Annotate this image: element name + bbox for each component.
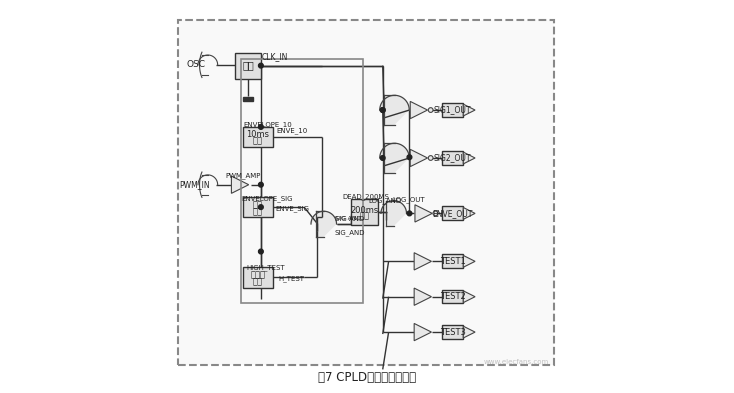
Text: TEST2: TEST2 bbox=[440, 292, 465, 301]
FancyBboxPatch shape bbox=[442, 206, 463, 220]
FancyBboxPatch shape bbox=[442, 151, 463, 165]
Polygon shape bbox=[463, 104, 475, 116]
Text: SIG1_OUT: SIG1_OUT bbox=[434, 106, 471, 114]
Polygon shape bbox=[379, 143, 410, 173]
Text: ENVE_SIG: ENVE_SIG bbox=[275, 206, 309, 213]
Circle shape bbox=[258, 63, 264, 68]
Polygon shape bbox=[415, 205, 432, 222]
Text: TEST1: TEST1 bbox=[440, 257, 465, 266]
Text: LOG_AND: LOG_AND bbox=[368, 197, 401, 204]
Polygon shape bbox=[463, 326, 475, 338]
Polygon shape bbox=[311, 211, 337, 237]
Circle shape bbox=[407, 211, 412, 216]
Text: 检测: 检测 bbox=[252, 277, 263, 286]
Circle shape bbox=[258, 182, 264, 187]
FancyBboxPatch shape bbox=[442, 325, 463, 339]
Text: SIG_AND: SIG_AND bbox=[334, 229, 365, 236]
Polygon shape bbox=[384, 143, 394, 173]
Polygon shape bbox=[379, 95, 410, 125]
Polygon shape bbox=[414, 253, 432, 270]
Polygon shape bbox=[410, 149, 427, 167]
Circle shape bbox=[380, 108, 385, 112]
Circle shape bbox=[380, 156, 385, 160]
Text: OSC: OSC bbox=[186, 61, 206, 69]
Circle shape bbox=[258, 249, 264, 254]
Polygon shape bbox=[414, 323, 432, 341]
FancyBboxPatch shape bbox=[442, 103, 463, 117]
Polygon shape bbox=[381, 200, 407, 226]
Text: H_TEST: H_TEST bbox=[278, 275, 305, 283]
FancyBboxPatch shape bbox=[236, 53, 261, 79]
Text: SIG2_OUT: SIG2_OUT bbox=[434, 154, 471, 162]
Circle shape bbox=[407, 155, 412, 160]
Text: PWM_IN: PWM_IN bbox=[179, 180, 209, 189]
Text: ENVE_10: ENVE_10 bbox=[277, 127, 308, 134]
Polygon shape bbox=[386, 200, 393, 226]
Polygon shape bbox=[414, 288, 432, 305]
Text: 死区: 死区 bbox=[360, 212, 370, 220]
Text: HIGH_TEST: HIGH_TEST bbox=[247, 264, 286, 272]
Polygon shape bbox=[410, 101, 427, 119]
Circle shape bbox=[258, 205, 264, 209]
Text: 包络: 包络 bbox=[252, 207, 263, 216]
FancyBboxPatch shape bbox=[243, 127, 272, 147]
FancyBboxPatch shape bbox=[243, 97, 253, 101]
Text: ENVE_OUT: ENVE_OUT bbox=[432, 209, 473, 218]
Polygon shape bbox=[463, 255, 475, 267]
Text: 图7 CPLD保护电路逻辑图: 图7 CPLD保护电路逻辑图 bbox=[318, 371, 416, 384]
Text: DEAD_200MS: DEAD_200MS bbox=[343, 193, 390, 200]
Text: SIG AND: SIG AND bbox=[335, 216, 362, 220]
Polygon shape bbox=[384, 95, 394, 125]
Text: PWM_AMP: PWM_AMP bbox=[225, 172, 261, 179]
Text: SIG AND: SIG AND bbox=[335, 216, 364, 222]
FancyBboxPatch shape bbox=[442, 290, 463, 303]
Polygon shape bbox=[463, 152, 475, 164]
Circle shape bbox=[433, 211, 437, 216]
Text: 产生: 产生 bbox=[252, 200, 263, 209]
Circle shape bbox=[380, 108, 385, 112]
FancyBboxPatch shape bbox=[243, 197, 272, 217]
Text: 分频: 分频 bbox=[242, 61, 254, 71]
Polygon shape bbox=[463, 291, 475, 303]
Text: www.elecfans.com: www.elecfans.com bbox=[484, 358, 549, 365]
Text: ENVELOPE_SIG: ENVELOPE_SIG bbox=[241, 195, 293, 202]
Circle shape bbox=[429, 108, 433, 112]
Text: LOG_OUT: LOG_OUT bbox=[393, 196, 426, 203]
FancyBboxPatch shape bbox=[243, 267, 272, 288]
FancyBboxPatch shape bbox=[442, 254, 463, 268]
Text: 200ms: 200ms bbox=[351, 206, 379, 215]
Circle shape bbox=[429, 156, 433, 160]
FancyBboxPatch shape bbox=[352, 199, 378, 225]
Text: 高电平: 高电平 bbox=[250, 271, 265, 279]
Polygon shape bbox=[316, 211, 324, 237]
Text: TEST3: TEST3 bbox=[440, 328, 465, 336]
Text: 包络: 包络 bbox=[252, 136, 263, 145]
FancyBboxPatch shape bbox=[178, 20, 553, 365]
Text: 10ms: 10ms bbox=[246, 130, 269, 139]
Polygon shape bbox=[231, 176, 249, 193]
Text: ENVELOPE_10: ENVELOPE_10 bbox=[243, 121, 292, 128]
Circle shape bbox=[258, 125, 264, 129]
Polygon shape bbox=[463, 208, 475, 219]
Text: CLK_IN: CLK_IN bbox=[261, 53, 288, 61]
